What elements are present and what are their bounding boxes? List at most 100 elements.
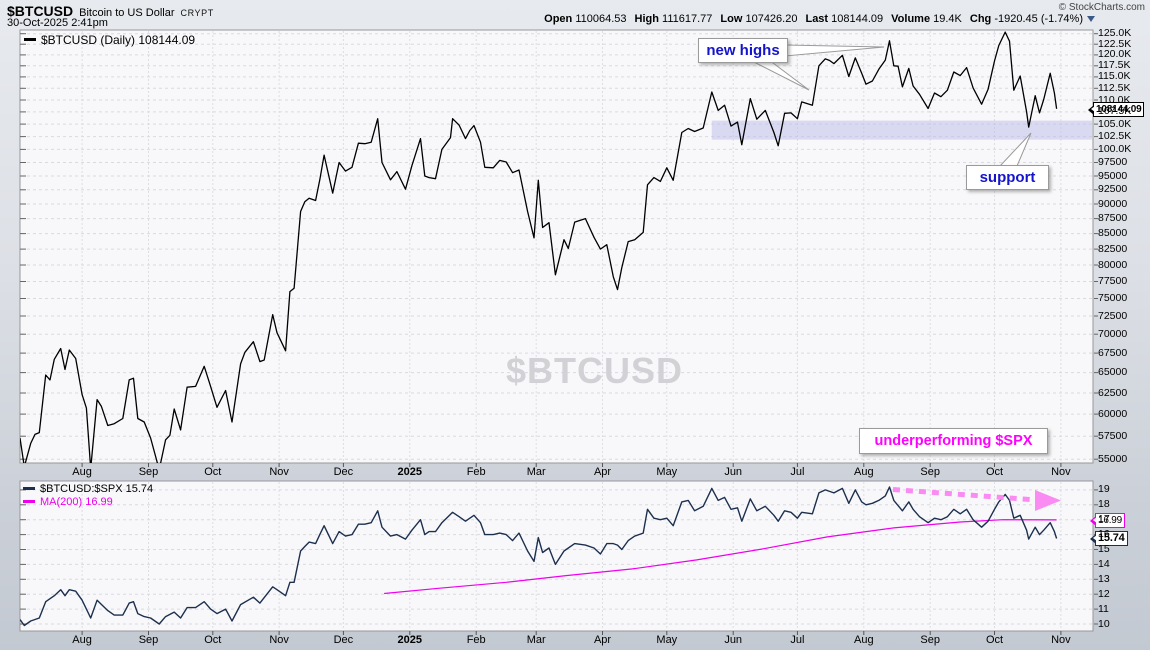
y-axis-label: 62500	[1098, 386, 1128, 399]
x-axis-label: Sep	[920, 634, 940, 646]
y-axis-label: 97500	[1098, 156, 1128, 168]
y-axis-label: 77500	[1098, 275, 1128, 287]
y-axis-label: 14	[1098, 557, 1110, 570]
x-axis-label: Oct	[985, 634, 1004, 646]
x-axis-label: Dec	[333, 634, 354, 646]
x-axis-label: Dec	[333, 466, 354, 478]
y-axis-label: 70000	[1098, 327, 1128, 340]
y-axis-label: 100.0K	[1098, 142, 1132, 155]
y-axis-label: 12	[1098, 587, 1110, 600]
main-legend: $BTCUSD (Daily) 108144.09	[24, 33, 195, 47]
title-row: $BTCUSD Bitcoin to US Dollar CRYPT	[7, 3, 214, 21]
y-axis-label: 60000	[1098, 407, 1128, 420]
ratio-legend: $BTCUSD:$SPX 15.74	[23, 483, 153, 495]
x-axis-label: May	[656, 634, 678, 646]
y-axis-label: 65000	[1098, 366, 1128, 379]
y-axis-label: 110.0K	[1098, 93, 1131, 106]
downtrend-arrow-line	[892, 487, 1038, 503]
ratio-legend-label: $BTCUSD:$SPX 15.74	[40, 483, 154, 495]
symbol-title: $BTCUSD	[7, 3, 74, 19]
quote-label: High	[634, 13, 659, 25]
x-axis-label: Aug	[854, 466, 874, 478]
price-line	[20, 31, 1058, 463]
y-axis-label: 82500	[1098, 242, 1128, 255]
y-axis-label: 15	[1098, 543, 1110, 555]
y-axis-label: 125.0K	[1098, 27, 1132, 40]
y-axis-label: 107.5K	[1098, 105, 1132, 118]
x-axis-label: Nov	[1051, 466, 1071, 478]
x-axis-label: Jul	[790, 634, 805, 646]
y-axis-label: 120.0K	[1098, 48, 1132, 61]
x-axis-label: 2025	[397, 634, 423, 646]
ratio-line-swatch	[23, 486, 35, 490]
y-axis-label: 95000	[1098, 169, 1128, 182]
quote-value: 111617.77	[658, 13, 713, 25]
x-axis-label: Aug	[72, 634, 92, 646]
quote-value: 110064.53	[572, 13, 627, 25]
x-axis-label: Jul	[790, 466, 805, 478]
support-band	[711, 120, 1092, 140]
ma-legend: MA(200) 16.99	[23, 496, 113, 508]
quote-label: Open	[544, 13, 573, 25]
y-axis-label: 90000	[1098, 197, 1128, 210]
y-axis-label: 115.0K	[1098, 70, 1131, 83]
y-axis-label: 85000	[1098, 227, 1128, 240]
y-axis-label: 18	[1098, 498, 1110, 511]
quote-label: Volume	[891, 13, 931, 25]
quote-value: 108144.09	[828, 13, 884, 25]
y-axis-label: 57500	[1098, 429, 1128, 442]
quote-bar: Open 110064.53 High 111617.77 Low 107426.2…	[536, 13, 1095, 25]
x-axis-label: Nov	[269, 634, 289, 646]
symbol-name: Bitcoin to US Dollar	[79, 7, 175, 19]
annotation-new-highs: new highs	[698, 38, 788, 63]
x-axis-label: Aug	[72, 466, 92, 478]
symbol-exchange: CRYPT	[180, 8, 214, 18]
x-axis-label: Sep	[920, 466, 940, 478]
y-axis-label: 80000	[1098, 258, 1128, 271]
quote-values: Open 110064.53 High 111617.77 Low 107426.2…	[536, 13, 1083, 25]
ma-line-swatch	[23, 499, 35, 503]
y-axis-label: 11	[1098, 602, 1109, 615]
y-axis-label: 19	[1098, 483, 1110, 496]
x-axis-label: 2025	[397, 466, 423, 478]
chart-datetime: 30-Oct-2025 2:41pm	[7, 17, 108, 29]
price-line-swatch	[24, 38, 36, 42]
quote-value: -1920.45 (-1.74%)	[991, 13, 1083, 25]
x-axis-label: May	[656, 466, 678, 478]
x-axis-label: Apr	[593, 466, 612, 478]
y-axis-label: 102.5K	[1098, 130, 1132, 143]
ratio-value-tag: 15.74	[1090, 531, 1128, 546]
ma-line	[384, 519, 1057, 595]
y-axis-label: 117.5K	[1098, 59, 1131, 72]
x-axis-label: Oct	[985, 466, 1004, 478]
ma-value-tag: 16.99	[1089, 513, 1126, 528]
chevron-down-icon[interactable]	[1087, 16, 1095, 23]
x-axis-label: Feb	[466, 634, 486, 646]
x-axis-label: Sep	[138, 466, 159, 478]
x-axis-label: Nov	[269, 466, 289, 478]
y-axis-label: 92500	[1098, 183, 1128, 196]
y-axis-label: 55000	[1098, 452, 1128, 465]
ratio-panel	[19, 480, 1094, 632]
y-axis-label: 13	[1098, 572, 1110, 585]
watermark: $BTCUSD	[506, 350, 684, 391]
downtrend-arrowhead-icon	[1035, 490, 1061, 511]
ratio-line	[20, 486, 1058, 627]
y-axis-label: 16	[1098, 528, 1110, 541]
y-axis-label: 87500	[1098, 212, 1128, 225]
x-axis-label: Aug	[854, 634, 874, 646]
y-axis-label: 67500	[1098, 346, 1128, 359]
quote-value: 107426.20	[742, 13, 798, 25]
annotation-support: support	[966, 165, 1049, 190]
quote-label: Low	[720, 13, 743, 25]
x-axis-label: Oct	[204, 466, 222, 478]
y-axis-label: 17	[1098, 513, 1110, 526]
quote-label: Chg	[969, 13, 992, 25]
y-axis-label: 75000	[1098, 292, 1128, 304]
x-axis-label: Sep	[138, 634, 159, 646]
y-axis-label: 122.5K	[1098, 37, 1132, 50]
y-axis-label: 10	[1098, 617, 1110, 630]
y-axis-label: 105.0K	[1098, 117, 1132, 130]
